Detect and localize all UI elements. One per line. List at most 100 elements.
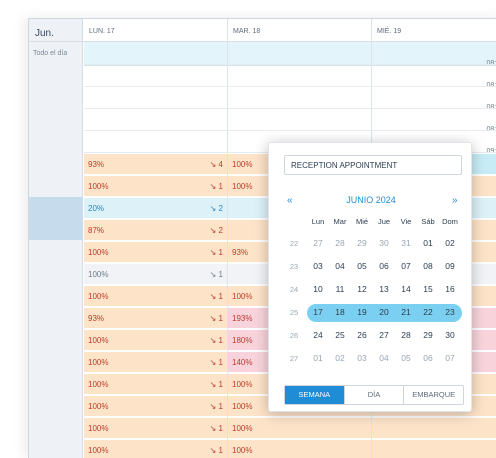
occupancy-percent: 100% — [232, 402, 253, 411]
occupancy-percent: 100% — [88, 424, 109, 433]
calendar-month-title[interactable]: JUNIO 2024 — [346, 195, 396, 205]
availability-cell[interactable]: 100% ↘ 1 — [84, 418, 227, 439]
calendar-day[interactable]: 06 — [379, 261, 389, 271]
calendar-day[interactable]: 16 — [445, 284, 455, 294]
grid-line — [84, 86, 496, 87]
calendar-day[interactable]: 28 — [401, 330, 411, 340]
calendar-day[interactable]: 17 — [313, 307, 323, 317]
availability-cell[interactable]: 100% ↘ 1 — [84, 264, 227, 285]
calendar-day[interactable]: 23 — [445, 307, 455, 317]
occupancy-percent: 100% — [88, 292, 109, 301]
calendar-day[interactable]: 29 — [423, 330, 433, 340]
weekday-header: Mar — [333, 217, 347, 226]
event-title-input[interactable] — [284, 155, 462, 175]
weekday-header: Vie — [400, 217, 412, 226]
header-divider — [29, 41, 496, 42]
calendar-day[interactable]: 30 — [445, 330, 455, 340]
occupancy-percent: 100% — [88, 182, 109, 191]
availability-cell[interactable]: 100% ↘ 1 — [84, 352, 227, 373]
weekday-header: Mié — [355, 217, 369, 226]
calendar-day[interactable]: 25 — [335, 330, 345, 340]
trend-arrow: ↘ 2 — [209, 226, 223, 235]
availability-cell[interactable]: 93% ↘ 1 — [84, 308, 227, 329]
calendar-day[interactable]: 15 — [423, 284, 433, 294]
calendar-day[interactable]: 29 — [357, 238, 367, 248]
calendar-day[interactable]: 26 — [357, 330, 367, 340]
calendar-day[interactable]: 05 — [401, 353, 411, 363]
next-month-button[interactable]: » — [452, 195, 458, 206]
occupancy-percent: 140% — [232, 358, 253, 367]
occupancy-percent: 180% — [232, 336, 253, 345]
tab-week[interactable]: SEMANA — [285, 386, 345, 404]
tab-boarding[interactable]: EMBARQUE — [412, 390, 456, 399]
calendar-day[interactable]: 10 — [313, 284, 323, 294]
availability-cell[interactable]: 20% ↘ 2 — [84, 198, 227, 219]
calendar-day[interactable]: 07 — [401, 261, 411, 271]
calendar-day[interactable]: 11 — [335, 284, 345, 294]
calendar-day[interactable]: 27 — [313, 238, 323, 248]
calendar-day[interactable]: 27 — [379, 330, 389, 340]
availability-cell[interactable]: 100% ↘ 1 — [84, 396, 227, 417]
occupancy-percent: 87% — [88, 226, 105, 235]
calendar-day[interactable]: 30 — [379, 238, 389, 248]
trend-arrow: ↘ 1 — [209, 314, 223, 323]
calendar-day[interactable]: 28 — [335, 238, 345, 248]
calendar-day[interactable]: 18 — [335, 307, 345, 317]
availability-cell[interactable] — [372, 440, 496, 458]
occupancy-percent: 100% — [232, 292, 253, 301]
calendar-day[interactable]: 14 — [401, 284, 411, 294]
column-divider — [227, 19, 228, 458]
calendar-day[interactable]: 02 — [335, 353, 345, 363]
calendar-day[interactable]: 02 — [445, 238, 455, 248]
calendar-day[interactable]: 21 — [401, 307, 411, 317]
day-header-mon[interactable]: LUN. 17 — [89, 28, 115, 35]
calendar-day[interactable]: 22 — [423, 307, 433, 317]
tab-day[interactable]: DÍA — [345, 386, 405, 404]
calendar-day[interactable]: 06 — [423, 353, 433, 363]
calendar-day[interactable]: 04 — [335, 261, 345, 271]
calendar-day[interactable]: 01 — [423, 238, 433, 248]
calendar-day[interactable]: 03 — [357, 353, 367, 363]
availability-cell[interactable]: 100% ↘ 1 — [84, 242, 227, 263]
time-label: 08:00 — [456, 60, 496, 67]
availability-cell[interactable]: 100% ↘ 1 — [84, 176, 227, 197]
availability-cell[interactable]: 100% ↘ 1 — [84, 330, 227, 351]
availability-cell[interactable]: 93% ↘ 4 — [84, 154, 227, 175]
occupancy-percent: 100% — [88, 380, 109, 389]
availability-cell[interactable]: 100% — [228, 418, 371, 439]
trend-arrow: ↘ 1 — [209, 380, 223, 389]
calendar-day[interactable]: 13 — [379, 284, 389, 294]
weekday-header: Jue — [377, 217, 391, 226]
availability-cell[interactable]: 100% ↘ 1 — [84, 286, 227, 307]
time-label: 08:45 — [456, 126, 496, 133]
calendar-day[interactable]: 31 — [401, 238, 411, 248]
prev-month-button[interactable]: « — [287, 195, 293, 206]
occupancy-percent: 100% — [88, 248, 109, 257]
calendar-day[interactable]: 19 — [357, 307, 367, 317]
week-number: 24 — [289, 285, 299, 294]
availability-cell[interactable]: 100% ↘ 1 — [84, 440, 227, 458]
availability-cell[interactable]: 87% ↘ 2 — [84, 220, 227, 241]
calendar-day[interactable]: 08 — [423, 261, 433, 271]
calendar-day[interactable]: 03 — [313, 261, 323, 271]
time-label: 09:00 — [456, 148, 496, 155]
day-header-wed[interactable]: MIÉ. 19 — [377, 28, 402, 35]
allday-row[interactable] — [84, 42, 496, 66]
day-header-tue[interactable]: MAR. 18 — [233, 28, 261, 35]
event-popup: « JUNIO 2024 » SEMANA DÍA EMBARQUE Lun Ma… — [268, 142, 472, 412]
view-tabs: SEMANA DÍA EMBARQUE — [284, 385, 464, 405]
availability-cell[interactable] — [372, 418, 496, 439]
calendar-day[interactable]: 01 — [313, 353, 323, 363]
calendar-day[interactable]: 04 — [379, 353, 389, 363]
calendar-day[interactable]: 05 — [357, 261, 367, 271]
calendar-day[interactable]: 20 — [379, 307, 389, 317]
selected-week-highlight — [307, 304, 462, 322]
availability-cell[interactable]: 100% — [228, 440, 371, 458]
grid-line — [84, 130, 496, 131]
occupancy-percent: 100% — [232, 160, 253, 169]
calendar-day[interactable]: 12 — [357, 284, 367, 294]
calendar-day[interactable]: 24 — [313, 330, 323, 340]
calendar-day[interactable]: 07 — [445, 353, 455, 363]
calendar-day[interactable]: 09 — [445, 261, 455, 271]
availability-cell[interactable]: 100% ↘ 1 — [84, 374, 227, 395]
